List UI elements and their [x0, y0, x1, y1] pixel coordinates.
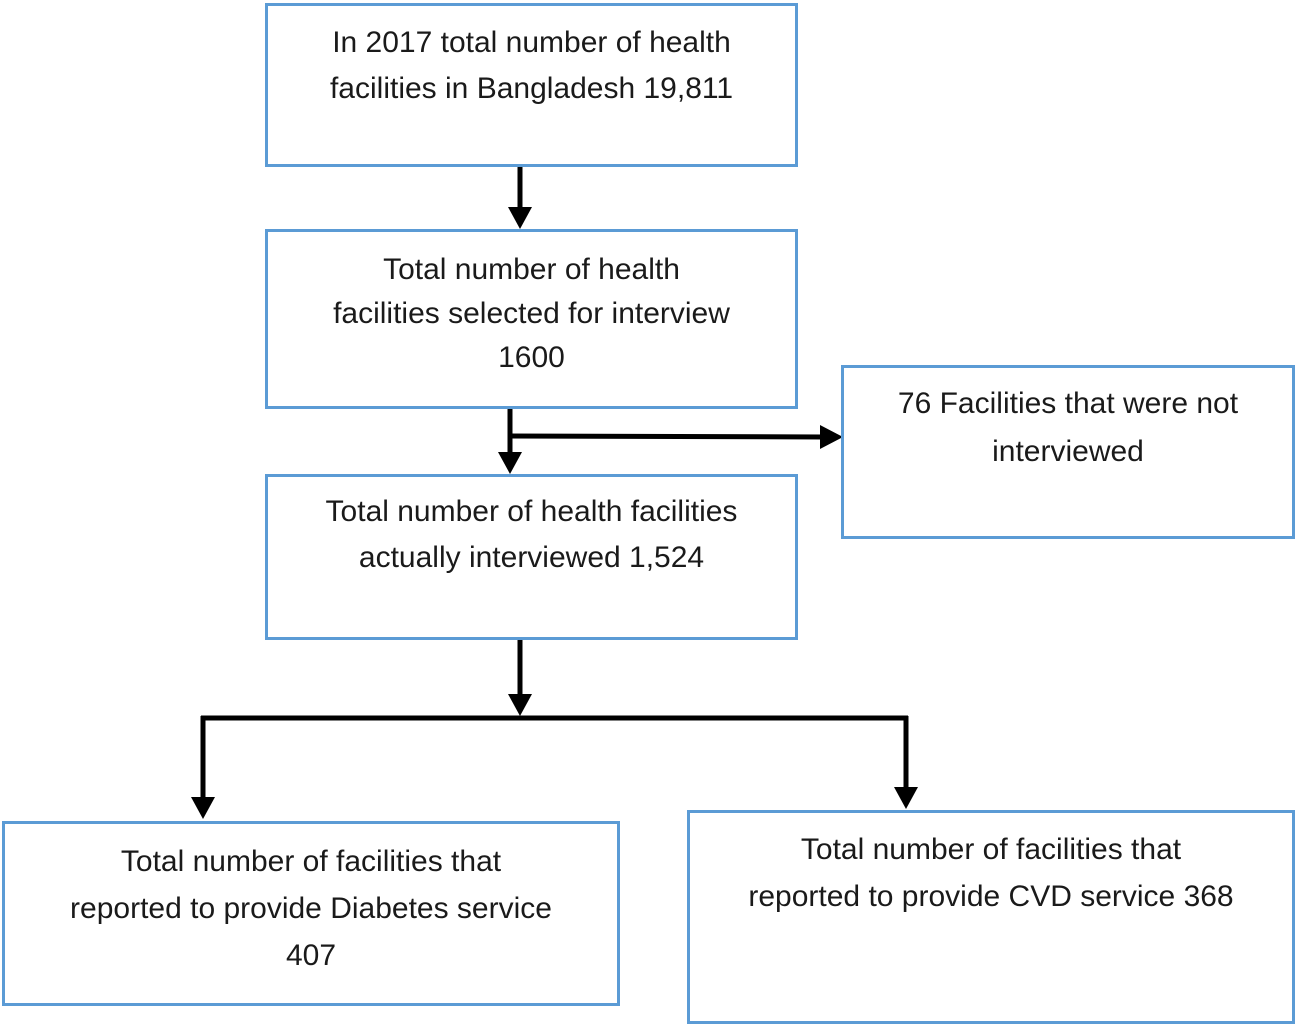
box-text-line: In 2017 total number of health: [332, 26, 731, 59]
selected-for-interview-box: Total number of health facilities select…: [265, 229, 798, 409]
arrow-selected-to-not-interviewed: [507, 433, 825, 440]
actually-interviewed-box: Total number of health facilities actual…: [265, 474, 798, 640]
arrowhead-down-icon: [508, 694, 532, 716]
box-text-line: Total number of health: [383, 253, 680, 286]
box-text-line: interviewed: [992, 435, 1144, 468]
diabetes-service-box: Total number of facilities that reported…: [2, 821, 620, 1006]
box-text-line: 407: [285, 939, 337, 972]
box-text-line: 1600: [498, 341, 565, 374]
box-text-line: 76 Facilities that were not: [897, 387, 1239, 420]
arrowhead-down-icon: [498, 452, 522, 474]
arrowhead-down-icon: [191, 797, 215, 819]
arrowhead-down-icon: [508, 207, 532, 229]
box-text-line: facilities in Bangladesh 19,811: [329, 72, 734, 105]
not-interviewed-box: 76 Facilities that were not interviewed: [841, 365, 1295, 539]
total-facilities-box: In 2017 total number of health facilitie…: [265, 3, 798, 167]
arrowhead-right-icon: [820, 425, 843, 449]
box-text-line: actually interviewed 1,524: [358, 541, 705, 574]
box-text-line: Total number of facilities that: [120, 845, 502, 878]
box-text-line: Total number of facilities that: [800, 833, 1182, 866]
box-text-line: reported to provide Diabetes service: [70, 892, 552, 925]
arrowhead-down-icon: [894, 787, 918, 809]
cvd-service-box: Total number of facilities that reported…: [687, 810, 1295, 1024]
box-text-line: Total number of health facilities: [325, 495, 738, 528]
box-text-line: facilities selected for interview: [333, 297, 730, 330]
box-text-line: reported to provide CVD service 368: [748, 880, 1234, 913]
